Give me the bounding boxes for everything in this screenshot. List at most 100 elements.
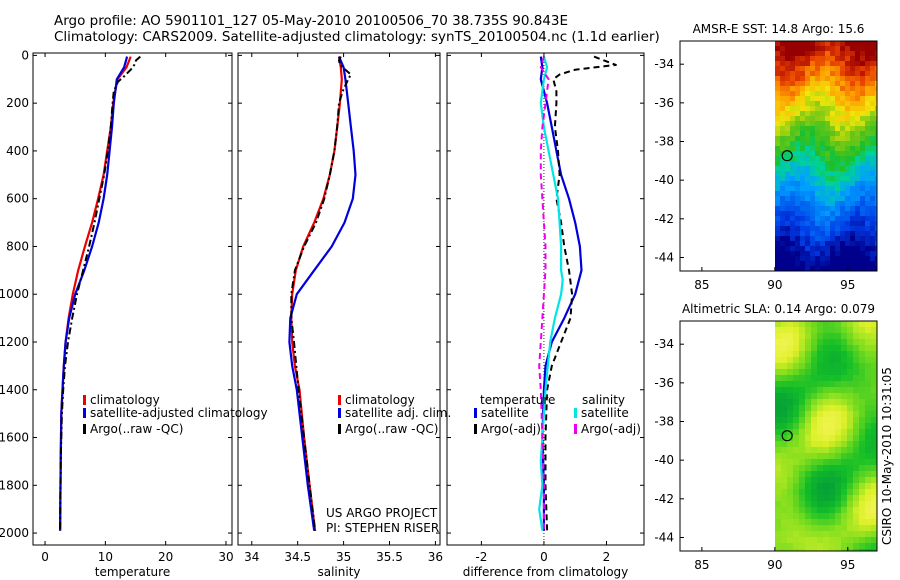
map-cell — [828, 345, 835, 351]
map-cell — [849, 211, 855, 216]
map-cell — [774, 261, 780, 266]
map-cell — [779, 91, 785, 96]
map-cell — [854, 111, 860, 116]
map-cell — [858, 327, 865, 333]
map-cell — [846, 447, 853, 453]
x-tick-label: 85 — [694, 558, 709, 572]
map-cell — [858, 543, 865, 549]
map-cell — [814, 156, 820, 161]
map-cell — [870, 363, 877, 369]
map-cell — [780, 345, 787, 351]
map-cell — [869, 116, 875, 121]
map-cell — [864, 525, 871, 531]
map-cell — [864, 206, 870, 211]
map-cell — [839, 156, 845, 161]
map-cell — [834, 191, 840, 196]
map-cell — [870, 525, 877, 531]
x-tick-label: 95 — [840, 558, 855, 572]
map-cell — [858, 513, 865, 519]
map-cell — [844, 141, 850, 146]
map-cell — [774, 399, 781, 405]
x-tick-label: 95 — [840, 278, 855, 292]
map-cell — [799, 261, 805, 266]
map-cell — [829, 261, 835, 266]
map-cell — [869, 171, 875, 176]
map-cell — [834, 106, 840, 111]
map-cell — [840, 543, 847, 549]
map-cell — [829, 216, 835, 221]
map-cell — [804, 405, 811, 411]
map-cell — [829, 71, 835, 76]
map-cell — [774, 537, 781, 543]
map-cell — [794, 101, 800, 106]
map-cell — [828, 435, 835, 441]
map-cell — [852, 387, 859, 393]
map-cell — [864, 357, 871, 363]
map-cell — [864, 81, 870, 86]
x-tick-label: 2 — [603, 550, 611, 564]
map-cell — [799, 81, 805, 86]
map-cell — [854, 106, 860, 111]
map-cell — [814, 221, 820, 226]
map-cell — [784, 116, 790, 121]
map-cell — [828, 363, 835, 369]
map-cell — [792, 411, 799, 417]
map-cell — [780, 519, 787, 525]
map-cell — [864, 471, 871, 477]
map-cell — [822, 417, 829, 423]
map-cell — [804, 216, 810, 221]
map-cell — [844, 181, 850, 186]
map-cell — [834, 537, 841, 543]
map-cell — [870, 339, 877, 345]
map-cell — [834, 525, 841, 531]
map-cell — [834, 56, 840, 61]
map-cells — [774, 41, 877, 271]
y-tick-label: 1200 — [0, 335, 29, 349]
map-cell — [844, 86, 850, 91]
map-cell — [774, 216, 780, 221]
map-cell — [809, 211, 815, 216]
map-cell — [859, 216, 865, 221]
map-cell — [804, 339, 811, 345]
map-cell — [792, 513, 799, 519]
map-cell — [794, 176, 800, 181]
map-cell — [834, 166, 840, 171]
map-cell — [864, 429, 871, 435]
map-cell — [849, 161, 855, 166]
y-tick-label: 1000 — [0, 287, 29, 301]
map-cell — [870, 495, 877, 501]
map-cell — [822, 465, 829, 471]
map-cell — [839, 51, 845, 56]
map-cell — [839, 146, 845, 151]
map-cell — [824, 156, 830, 161]
map-cell — [799, 86, 805, 91]
map-cell — [789, 121, 795, 126]
map-cell — [784, 91, 790, 96]
map-cell — [864, 226, 870, 231]
map-cell — [840, 429, 847, 435]
legend-swatch — [83, 395, 86, 405]
map-cell — [852, 519, 859, 525]
map-cell — [844, 136, 850, 141]
map-cell — [789, 236, 795, 241]
map-cell — [799, 141, 805, 146]
map-cell — [774, 236, 780, 241]
map-cell — [834, 489, 841, 495]
map-cell — [794, 266, 800, 271]
map-cell — [828, 321, 835, 327]
map-cell — [816, 381, 823, 387]
map-cell — [816, 495, 823, 501]
map-cell — [792, 399, 799, 405]
map-cell — [874, 176, 877, 181]
map-cell — [854, 211, 860, 216]
map-cell — [864, 86, 870, 91]
map-cell — [779, 126, 785, 131]
map-cell — [852, 507, 859, 513]
map-cell — [816, 435, 823, 441]
map-cell — [792, 429, 799, 435]
map-cell — [834, 453, 841, 459]
map-cell — [784, 66, 790, 71]
map-cell — [819, 161, 825, 166]
